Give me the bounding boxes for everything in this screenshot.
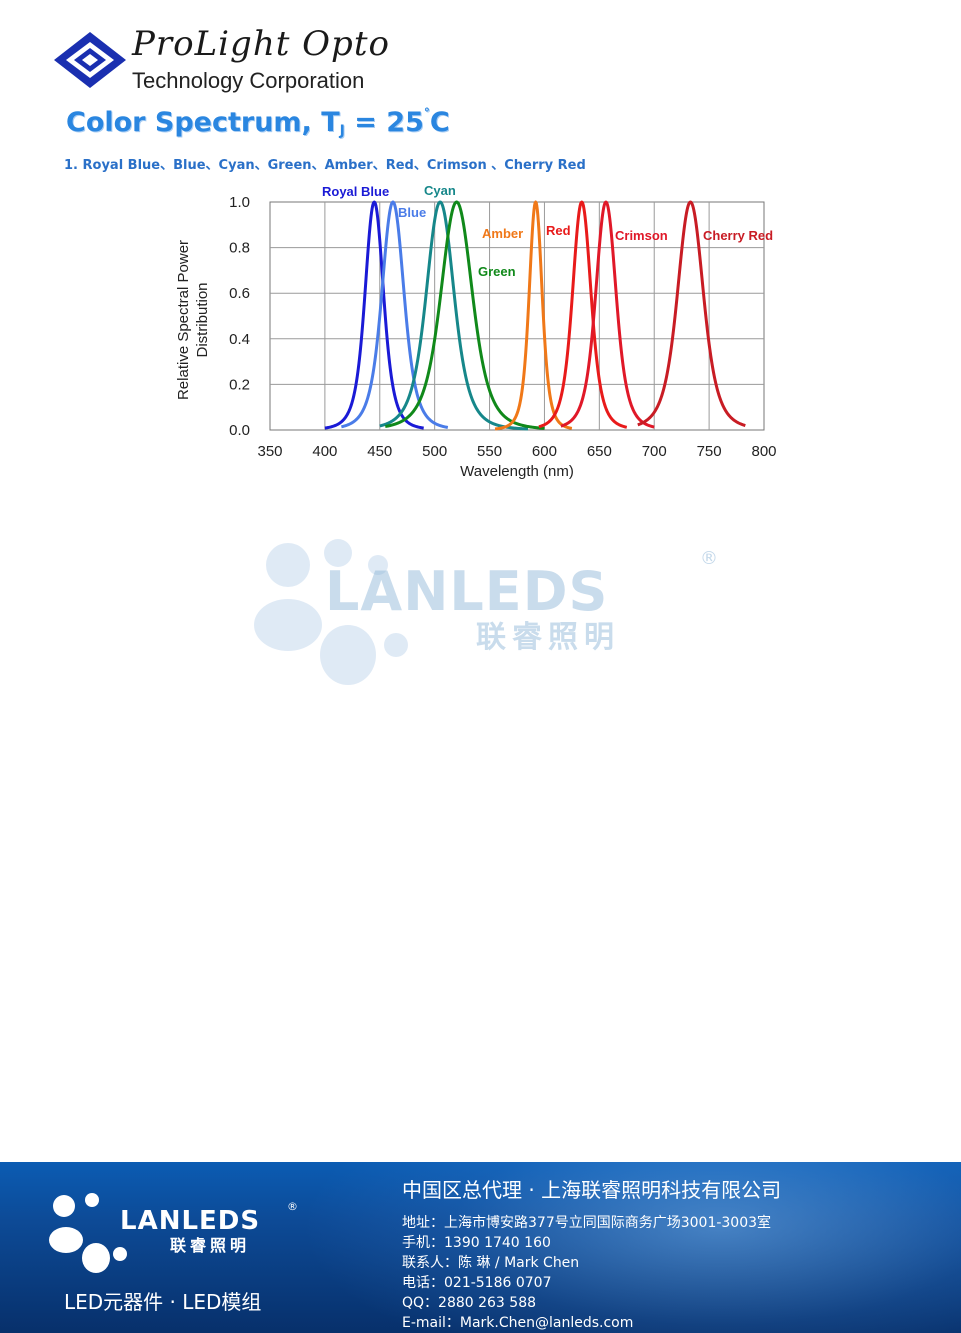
footer-qq: QQ：2880 263 588 [402, 1295, 537, 1311]
footer-company: 中国区总代理 · 上海联睿照明科技有限公司 [402, 1178, 782, 1202]
x-axis-label: Wavelength (nm) [460, 463, 574, 480]
y-tick-label: 1.0 [229, 194, 250, 211]
brand-subtitle: Technology Corporation [132, 68, 365, 93]
x-tick-label: 500 [422, 443, 447, 460]
footer-registered-mark: ® [287, 1200, 298, 1213]
series-line-cherry-red [636, 200, 747, 427]
watermark-brand-cn: 联睿照明 [476, 620, 620, 655]
y-tick-label: 0.4 [229, 331, 250, 348]
footer-phone: 电话：021-5186 0707 [402, 1275, 552, 1291]
x-tick-label: 550 [477, 443, 502, 460]
series-line-red [538, 200, 628, 429]
series-label-blue: Blue [398, 205, 426, 220]
series-line-green [384, 200, 546, 430]
color-list-heading: 1. Royal Blue、Blue、Cyan、Green、Amber、Red、… [64, 158, 586, 173]
y-tick-label: 0.8 [229, 240, 250, 257]
y-tick-label: 0.6 [229, 285, 250, 302]
y-axis-label-line-1: Relative Spectral Power [175, 240, 192, 400]
footer-tagline: LED元器件 · LED模组 [64, 1290, 262, 1314]
prolight-logo-icon [54, 32, 126, 88]
watermark-logo-icon [254, 539, 408, 685]
series-label-cherry-red: Cherry Red [703, 228, 773, 243]
x-ticks: 350 400 450 500 550 600 650 700 750 800 [257, 443, 776, 460]
x-tick-label: 650 [587, 443, 612, 460]
series-line-crimson [559, 200, 656, 429]
x-tick-label: 600 [532, 443, 557, 460]
spectrum-chart: 0.0 0.2 0.4 0.6 0.8 1.0 350 400 450 500 550 600 650… [175, 183, 777, 480]
footer: LANLEDS ® 联睿照明 LED元器件 · LED模组 中国区总代理 · 上… [0, 1162, 961, 1333]
watermark-registered-mark: ® [700, 548, 718, 569]
header: ProLight Opto Technology Corporation [48, 20, 448, 100]
y-axis-label-line-2: Distribution [194, 282, 211, 357]
series-labels: Royal Blue Blue Cyan Green Amber Red Crimson Ch… [322, 183, 773, 279]
series-label-amber: Amber [482, 226, 523, 241]
series-label-royal-blue: Royal Blue [322, 184, 389, 199]
x-tick-label: 400 [312, 443, 337, 460]
footer-mobile: 手机：1390 1740 160 [402, 1235, 551, 1251]
x-tick-label: 750 [697, 443, 722, 460]
footer-brand-cn: 联睿照明 [170, 1236, 251, 1255]
y-tick-label: 0.2 [229, 376, 250, 393]
y-ticks: 0.0 0.2 0.4 0.6 0.8 1.0 [229, 194, 250, 439]
y-tick-label: 0.0 [229, 422, 250, 439]
series-line-amber [494, 200, 573, 431]
footer-contact: 联系人：陈 琳 / Mark Chen [402, 1255, 580, 1271]
series-label-cyan: Cyan [424, 183, 456, 198]
spectrum-curves [323, 200, 747, 431]
x-tick-label: 800 [751, 443, 776, 460]
x-tick-label: 700 [642, 443, 667, 460]
footer-email[interactable]: E-mail：Mark.Chen@lanleds.com [402, 1315, 634, 1331]
series-label-red: Red [546, 223, 571, 238]
footer-brand: LANLEDS [120, 1206, 261, 1236]
x-tick-label: 450 [367, 443, 392, 460]
brand-name: ProLight Opto [132, 24, 390, 64]
series-line-royal-blue [323, 200, 425, 430]
footer-address: 地址：上海市博安路377号立同国际商务广场3001-3003室 [402, 1215, 772, 1231]
series-label-green: Green [478, 264, 516, 279]
page-title: Color Spectrum, TJ = 25°C [66, 106, 450, 139]
series-line-blue [340, 200, 449, 429]
x-tick-label: 350 [257, 443, 282, 460]
lanleds-logo-icon [49, 1193, 127, 1273]
watermark-brand: LANLEDS [325, 560, 609, 623]
series-label-crimson: Crimson [615, 228, 668, 243]
